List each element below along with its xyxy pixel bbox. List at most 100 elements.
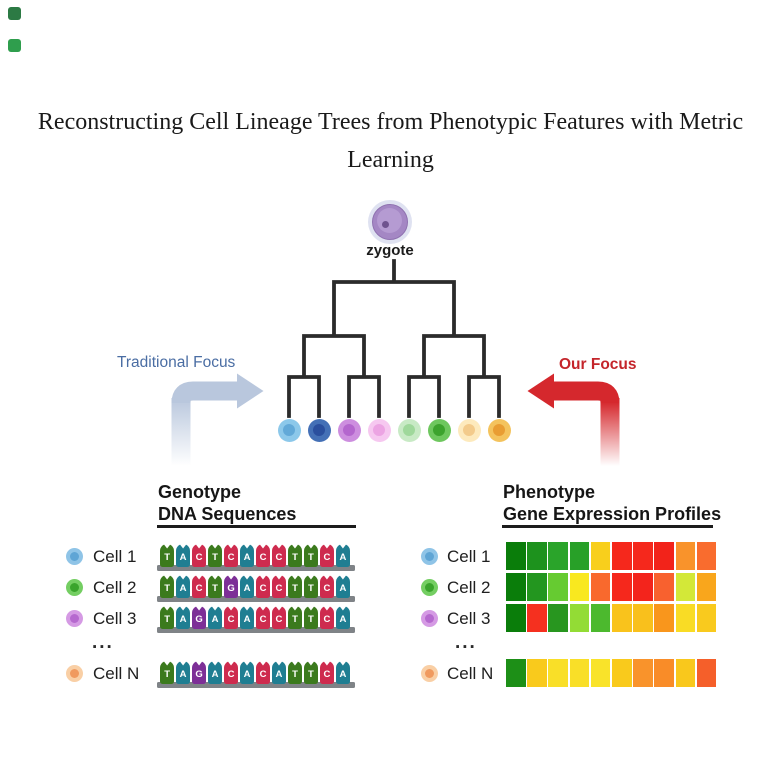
zygote-cell-cytoplasm <box>377 208 402 233</box>
nucleotide-A: A <box>335 575 351 598</box>
nucleotide-A: A <box>335 606 351 629</box>
nucleotide-A: A <box>239 544 255 567</box>
leaf-cell-core <box>343 424 355 436</box>
nucleotide-T: T <box>303 661 319 684</box>
nucleotide-G: G <box>223 575 239 598</box>
corner-mark-2 <box>8 39 21 52</box>
heatmap-cell <box>548 542 568 570</box>
nucleotide-C: C <box>255 606 271 629</box>
nucleotide-C: C <box>255 544 271 567</box>
heatmap-cell <box>611 542 632 570</box>
heatmap-cell <box>611 659 632 687</box>
nucleotide-A: A <box>175 606 191 629</box>
genotype-heading: Genotype <box>158 482 242 502</box>
figure-title: Reconstructing Cell Lineage Trees from P… <box>37 109 744 173</box>
cell-color-dot <box>66 547 83 565</box>
genotype-ellipsis: ... <box>92 632 114 653</box>
cell-label: Cell 3 <box>447 608 491 628</box>
heatmap-cell <box>569 573 590 601</box>
leaf-cell-7 <box>457 418 481 442</box>
leaf-cell-core <box>373 424 385 436</box>
heatmap-cell <box>506 542 526 570</box>
cell-color-dot-core <box>425 551 434 561</box>
leaf-cell-3 <box>337 418 361 442</box>
heatmap-cell <box>654 604 674 632</box>
heatmap-cell <box>506 573 526 601</box>
expression-heatmap <box>506 659 717 687</box>
nucleotide-C: C <box>271 544 287 567</box>
cell-color-dot-core <box>70 551 79 561</box>
nucleotide-G: G <box>191 606 207 629</box>
nucleotide-C: C <box>319 606 335 629</box>
dna-backbone <box>157 682 355 688</box>
nucleotide-A: A <box>239 606 255 629</box>
phenotype-row: Cell 1 <box>0 541 781 572</box>
heatmap-cell <box>548 659 568 687</box>
phenotype-row: Cell 2 <box>0 572 781 603</box>
leaf-cell-2 <box>307 418 331 442</box>
cell-color-dot <box>421 578 438 596</box>
nucleotide-T: T <box>287 606 303 629</box>
nucleotide-C: C <box>223 544 239 567</box>
heatmap-cell <box>633 542 653 570</box>
cell-color-dot-core <box>70 613 79 623</box>
dna-backbone <box>157 627 355 633</box>
cell-label: Cell 1 <box>447 546 491 566</box>
leaf-cell-core <box>313 424 325 436</box>
heatmap-cell <box>506 604 526 632</box>
genotype-underline <box>157 525 356 528</box>
nucleotide-T: T <box>207 544 223 567</box>
nucleotide-T: T <box>303 575 319 598</box>
heatmap-cell <box>548 604 568 632</box>
heatmap-cell <box>654 542 674 570</box>
cell-label: Cell 2 <box>447 577 491 597</box>
heatmap-cell <box>675 573 696 601</box>
heatmap-cell <box>569 604 590 632</box>
cell-color-dot <box>66 664 83 682</box>
heatmap-cell <box>527 659 547 687</box>
heatmap-cell <box>654 573 674 601</box>
nucleotide-C: C <box>255 575 271 598</box>
leaf-cell-5 <box>397 418 421 442</box>
heatmap-cell <box>569 659 590 687</box>
nucleotide-T: T <box>287 661 303 684</box>
nucleotide-C: C <box>319 544 335 567</box>
heatmap-cell <box>506 659 526 687</box>
nucleotide-A: A <box>175 575 191 598</box>
cell-color-dot <box>421 664 438 682</box>
nucleotide-A: A <box>175 661 191 684</box>
heatmap-cell <box>611 573 632 601</box>
phenotype-underline <box>502 525 713 528</box>
phenotype-row: Cell 3 <box>0 603 781 634</box>
nucleotide-T: T <box>160 544 175 567</box>
zygote-label: zygote <box>366 242 414 259</box>
leaf-cell-core <box>433 424 445 436</box>
nucleotide-C: C <box>223 606 239 629</box>
cell-color-dot <box>66 609 83 627</box>
heatmap-cell <box>633 659 653 687</box>
heatmap-cell <box>696 542 717 570</box>
nucleotide-A: A <box>207 606 223 629</box>
cell-color-dot <box>421 547 438 565</box>
corner-mark-1 <box>8 7 21 20</box>
heatmap-cell <box>611 604 632 632</box>
leaf-cell-core <box>283 424 295 436</box>
leaf-cell-core <box>463 424 475 436</box>
cell-label: Cell N <box>93 663 140 683</box>
nucleotide-T: T <box>287 544 303 567</box>
heatmap-cell <box>569 542 590 570</box>
heatmap-cell <box>696 573 717 601</box>
expression-heatmap <box>506 604 717 632</box>
heatmap-cell <box>590 659 611 687</box>
nucleotide-T: T <box>160 661 175 684</box>
heatmap-cell <box>590 604 611 632</box>
nucleotide-A: A <box>271 661 287 684</box>
nucleotide-A: A <box>207 661 223 684</box>
leaf-cell-core <box>493 424 505 436</box>
